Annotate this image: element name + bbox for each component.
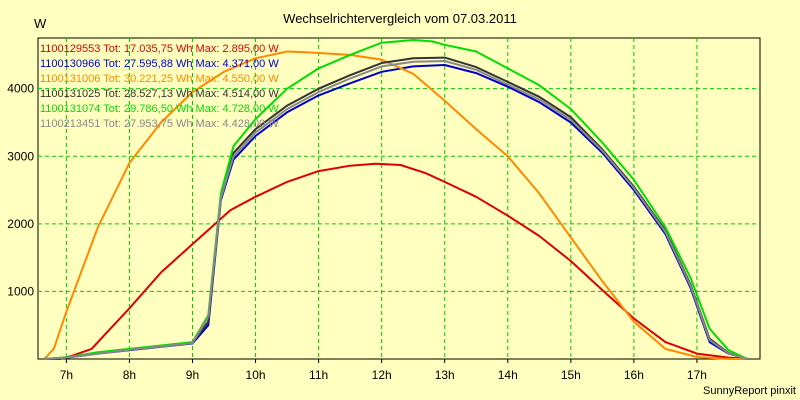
x-axis-ticks: 7h 8h 9h 10h 11h 12h 13h 14h 15h 16h 17h	[60, 359, 707, 382]
y-tick-label: 1000	[7, 284, 34, 298]
chart-title: Wechselrichtervergleich vom 07.03.2011	[283, 11, 517, 26]
y-tick-label: 3000	[7, 149, 34, 163]
x-tick-label: 7h	[60, 368, 73, 382]
legend: 1100129553 Tot: 17.035,75 Wh Max: 2.895,…	[40, 43, 279, 130]
legend-entry-1100131006: 1100131006 Tot: 30.221,25 Wh Max: 4.550,…	[40, 73, 279, 85]
grid-lines	[38, 38, 760, 359]
x-tick-label: 15h	[561, 368, 581, 382]
x-tick-label: 12h	[372, 368, 392, 382]
x-tick-label: 14h	[498, 368, 518, 382]
y-axis-ticks: 1000 2000 3000 4000	[7, 82, 34, 299]
series-line-1100213451	[44, 60, 748, 360]
y-tick-label: 4000	[7, 82, 34, 96]
legend-entry-1100129553: 1100129553 Tot: 17.035,75 Wh Max: 2.895,…	[40, 43, 279, 55]
legend-entry-1100131074: 1100131074 Tot: 29.786,50 Wh Max: 4.728,…	[40, 103, 279, 115]
x-tick-label: 10h	[246, 368, 266, 382]
x-tick-label: 11h	[309, 368, 328, 382]
x-tick-label: 13h	[435, 368, 455, 382]
series-line-1100131006	[43, 50, 748, 360]
y-tick-label: 2000	[7, 217, 34, 231]
x-tick-label: 16h	[624, 368, 644, 382]
legend-entry-1100213451: 1100213451 Tot: 27.953,75 Wh Max: 4.428,…	[40, 118, 279, 130]
plot-area	[37, 37, 761, 360]
x-tick-label: 17h	[687, 368, 707, 382]
x-tick-label: 8h	[123, 368, 136, 382]
footer-credit: SunnyReport pinxit	[703, 385, 796, 397]
legend-entry-1100130966: 1100130966 Tot: 27.595,88 Wh Max: 4.371,…	[40, 58, 279, 70]
x-tick-label: 9h	[186, 368, 199, 382]
series-layer	[43, 39, 748, 360]
y-axis-unit: W	[34, 16, 47, 31]
series-line-1100129553	[44, 162, 748, 360]
legend-entry-1100131025: 1100131025 Tot: 28.527,13 Wh Max: 4.514,…	[40, 88, 279, 100]
